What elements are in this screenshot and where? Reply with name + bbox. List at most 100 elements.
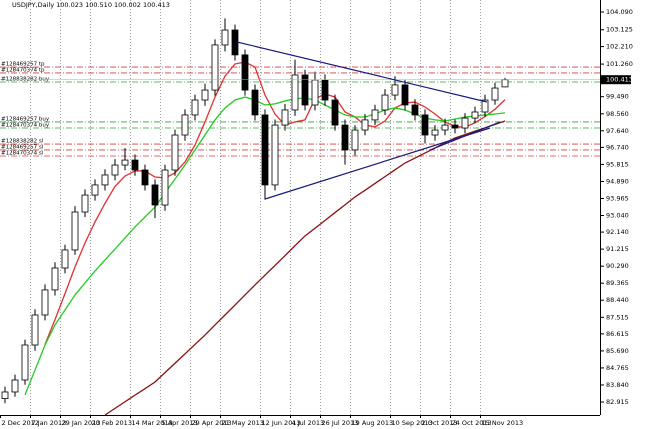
candle-body xyxy=(261,114,269,186)
candle-body xyxy=(421,114,429,136)
y-tick-label: 89.365 xyxy=(606,279,629,287)
candle-body xyxy=(471,111,479,119)
x-tick-label: 7 Jan 2013 xyxy=(32,419,67,427)
y-tick-label: 101.260 xyxy=(606,60,633,68)
candle-body xyxy=(221,29,229,46)
candle-body xyxy=(451,124,459,129)
candle-body xyxy=(501,79,509,88)
x-tick-label: 21 May 2013 xyxy=(222,419,264,427)
y-tick-label: 95.815 xyxy=(606,160,629,168)
x-tick-label: 4 Jul 2013 xyxy=(292,419,325,427)
last-price-label: 100.413 xyxy=(606,76,633,84)
order-level-label: #128469257 tp xyxy=(1,62,45,68)
x-tick-label: 15 Nov 2013 xyxy=(482,419,524,427)
candle-body xyxy=(71,211,79,251)
candle-body xyxy=(1,391,9,400)
y-tick-label: 93.965 xyxy=(606,194,629,202)
order-level-label: #128470374 sl xyxy=(1,151,44,157)
y-tick-label: 92.140 xyxy=(606,228,629,236)
candle-body xyxy=(21,344,29,381)
x-tick-label: 14 Mar 2013 xyxy=(132,419,173,427)
y-tick-label: 87.515 xyxy=(606,313,629,321)
candle-body xyxy=(331,99,339,126)
trendline xyxy=(264,127,491,200)
order-level-label: #128470374 buy xyxy=(1,123,50,129)
candle-body xyxy=(101,174,109,186)
candle-body xyxy=(441,124,449,131)
moving-average xyxy=(44,61,506,345)
x-tick-label: 2 Dec 2012 xyxy=(2,419,39,427)
x-tick-label: 20 Feb 2013 xyxy=(92,419,132,427)
candle-body xyxy=(251,89,259,116)
candle-body xyxy=(141,169,149,186)
y-tick-label: 94.890 xyxy=(606,177,629,185)
candle-body xyxy=(201,89,209,101)
candle-body xyxy=(171,134,179,171)
x-tick-label: 2 Oct 2013 xyxy=(422,419,458,427)
y-tick-label: 103.125 xyxy=(606,26,633,34)
chart-title: USDJPY,Daily 100.023 100.510 100.002 100… xyxy=(12,1,170,9)
candle-body xyxy=(431,129,439,136)
y-tick-label: 98.560 xyxy=(606,110,629,118)
candle-body xyxy=(351,129,359,151)
y-tick-label: 104.090 xyxy=(606,8,633,16)
candle-body xyxy=(91,184,99,196)
candle-body xyxy=(371,109,379,121)
trendline xyxy=(429,121,501,151)
y-tick-label: 83.840 xyxy=(606,381,629,389)
y-tick-label: 85.690 xyxy=(606,347,629,355)
candle-body xyxy=(281,109,289,126)
order-level-label: #128469257 sl xyxy=(1,144,44,150)
candle-body xyxy=(271,124,279,186)
candle-body xyxy=(81,194,89,213)
y-tick-label: 91.215 xyxy=(606,245,629,253)
x-tick-label: 12 Jun 2013 xyxy=(262,419,301,427)
x-tick-label: 26 Jul 2013 xyxy=(322,419,359,427)
y-tick-label: 90.290 xyxy=(606,262,629,270)
x-tick-label: 29 Jan 2013 xyxy=(62,419,101,427)
y-tick-label: 97.640 xyxy=(606,127,629,135)
x-tick-label: 19 Aug 2013 xyxy=(352,419,394,427)
candle-body xyxy=(121,159,129,166)
candle-body xyxy=(151,184,159,206)
order-level-label: #128838282 sl xyxy=(1,139,44,145)
candle-body xyxy=(381,94,389,111)
candle-body xyxy=(31,314,39,346)
last-price-box xyxy=(601,75,631,85)
candle-body xyxy=(321,79,329,101)
candle-body xyxy=(311,79,319,106)
candle-body xyxy=(401,84,409,106)
candle-body xyxy=(131,159,139,171)
candle-body xyxy=(161,169,169,206)
candle-body xyxy=(481,99,489,113)
x-tick-label: 10 Sep 2013 xyxy=(392,419,433,427)
order-level-label: #128470374 tp xyxy=(1,67,45,73)
y-tick-label: 86.615 xyxy=(606,330,629,338)
trendline xyxy=(236,41,488,103)
y-tick-label: 93.040 xyxy=(606,212,629,220)
candle-body xyxy=(461,117,469,129)
candle-body xyxy=(301,74,309,106)
candle-body xyxy=(361,119,369,131)
candle-body xyxy=(41,289,49,316)
candle-body xyxy=(211,44,219,91)
plot-area: #128469257 tp#128470374 tp#128838282 buy… xyxy=(0,0,600,416)
candle-body xyxy=(181,114,189,136)
y-tick-label: 88.440 xyxy=(606,296,629,304)
candle-body xyxy=(341,124,349,151)
candle-body xyxy=(61,249,69,269)
candle-body xyxy=(241,54,249,91)
y-tick-label: 84.765 xyxy=(606,364,629,372)
y-tick-label: 99.490 xyxy=(606,93,629,101)
x-tick-label: 5 Apr 2013 xyxy=(162,419,198,427)
y-tick-label: 82.915 xyxy=(606,398,629,406)
candle-body xyxy=(111,164,119,176)
x-tick-label: 24 Oct 2013 xyxy=(452,419,492,427)
candle-body xyxy=(291,74,299,111)
candle-body xyxy=(391,84,399,96)
candle-body xyxy=(491,87,499,101)
y-tick-label: 96.740 xyxy=(606,143,629,151)
